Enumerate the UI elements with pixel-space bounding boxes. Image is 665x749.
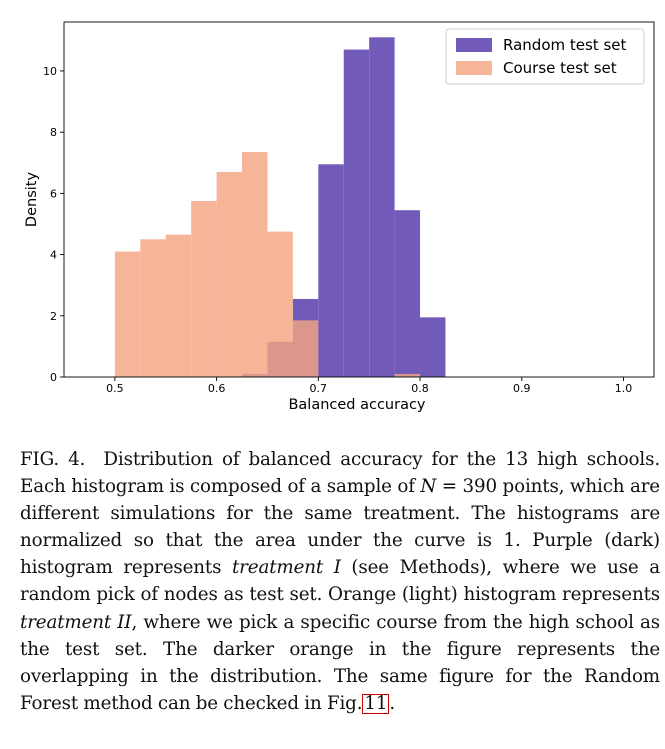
histogram-bar bbox=[318, 164, 343, 377]
y-tick-label: 4 bbox=[50, 249, 57, 262]
y-tick-label: 2 bbox=[50, 310, 57, 323]
x-tick-label: 0.7 bbox=[310, 382, 328, 395]
histogram-bar bbox=[191, 201, 216, 377]
legend-swatch bbox=[456, 61, 492, 75]
y-tick-label: 8 bbox=[50, 126, 57, 139]
legend-label: Course test set bbox=[503, 59, 617, 77]
figure-reference-link[interactable]: 11 bbox=[362, 694, 389, 714]
histogram-bar bbox=[242, 152, 267, 377]
histogram-bar bbox=[115, 252, 140, 377]
y-tick-label: 10 bbox=[43, 65, 57, 78]
histogram-bar bbox=[217, 172, 242, 377]
legend-swatch bbox=[456, 38, 492, 52]
legend: Random test set Course test set bbox=[446, 29, 644, 84]
y-tick-label: 0 bbox=[50, 371, 57, 384]
histogram-bar bbox=[344, 50, 369, 377]
y-tick-label: 6 bbox=[50, 187, 57, 200]
treatment-1: treatment I bbox=[232, 557, 341, 578]
histogram-bar bbox=[140, 239, 165, 377]
histogram-bar bbox=[395, 210, 420, 377]
x-axis-label: Balanced accuracy bbox=[288, 397, 425, 413]
figure-caption: FIG. 4. Distribution of balanced accurac… bbox=[20, 446, 660, 717]
histogram-bar bbox=[395, 374, 420, 377]
x-tick-label: 0.5 bbox=[106, 382, 124, 395]
histogram-bar bbox=[420, 317, 445, 377]
x-tick-label: 0.9 bbox=[513, 382, 531, 395]
x-tick-label: 0.6 bbox=[208, 382, 226, 395]
histogram-figure: 0.5 0.6 0.7 0.8 0.9 1.0 0 2 4 6 8 10 Balanced accura… bbox=[0, 0, 665, 430]
legend-label: Random test set bbox=[503, 36, 626, 54]
math-eq: = 390 bbox=[436, 476, 497, 497]
x-tick-label: 0.8 bbox=[411, 382, 429, 395]
caption-text-5: . bbox=[389, 693, 395, 714]
treatment-2: treatment II bbox=[20, 612, 131, 633]
histogram-bar bbox=[267, 232, 292, 377]
histogram-bar bbox=[369, 37, 394, 377]
histogram-chart: 0.5 0.6 0.7 0.8 0.9 1.0 0 2 4 6 8 10 Balanced accura… bbox=[0, 0, 665, 430]
math-n: N bbox=[420, 476, 436, 497]
histogram-bar bbox=[166, 235, 191, 377]
histogram-bar bbox=[293, 320, 318, 377]
caption-label: FIG. 4. bbox=[20, 449, 85, 470]
x-tick-label: 1.0 bbox=[615, 382, 633, 395]
y-axis-label: Density bbox=[24, 172, 40, 228]
